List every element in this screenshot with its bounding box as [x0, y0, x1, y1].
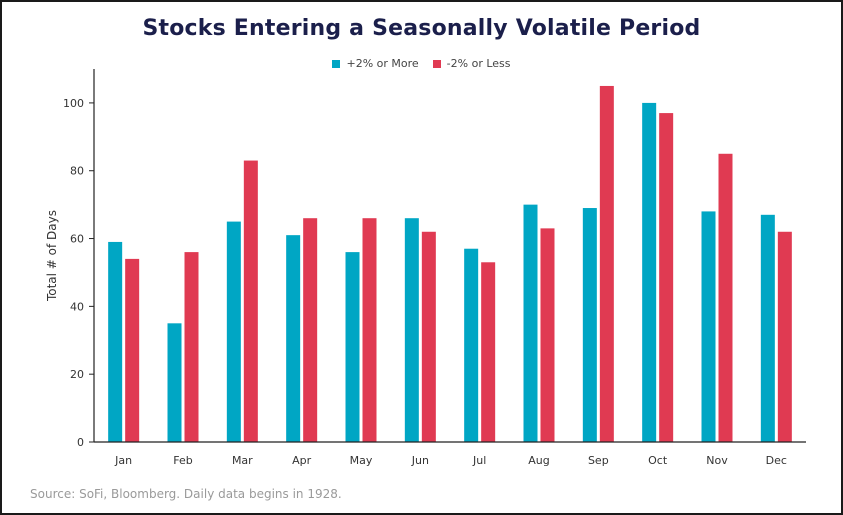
chart-legend: +2% or More -2% or Less: [0, 57, 843, 70]
bar-down-aug: [540, 228, 555, 442]
x-tick-label: Apr: [292, 454, 312, 467]
bar-up-apr: [286, 235, 301, 442]
bar-down-nov: [718, 153, 733, 443]
x-tick-label: Nov: [706, 454, 728, 467]
legend-item-down: -2% or Less: [432, 57, 511, 70]
x-tick-label: Jan: [114, 454, 132, 467]
source-note: Source: SoFi, Bloomberg. Daily data begi…: [30, 487, 342, 501]
bar-down-jan: [125, 258, 140, 442]
x-tick-label: Oct: [648, 454, 668, 467]
x-tick-label: Dec: [766, 454, 787, 467]
legend-swatch-up: [332, 59, 341, 68]
x-tick-label: Mar: [232, 454, 253, 467]
legend-item-up: +2% or More: [332, 57, 419, 70]
bar-up-oct: [642, 102, 657, 442]
legend-label-down: -2% or Less: [446, 57, 511, 70]
x-tick-label: Jul: [472, 454, 486, 467]
y-tick-label: 0: [77, 436, 84, 449]
bar-up-dec: [760, 214, 775, 442]
bar-down-dec: [777, 231, 792, 442]
bar-up-nov: [701, 211, 716, 442]
bar-up-jul: [464, 248, 479, 442]
y-axis-label: Total # of Days: [45, 210, 59, 302]
y-tick-label: 20: [70, 368, 84, 381]
bar-down-oct: [659, 113, 674, 442]
bar-down-jul: [481, 262, 496, 442]
x-tick-label: Aug: [528, 454, 549, 467]
y-tick-label: 100: [63, 97, 84, 110]
y-tick-label: 60: [70, 233, 84, 246]
bar-up-feb: [167, 323, 182, 442]
x-tick-label: Jun: [411, 454, 429, 467]
x-tick-label: Feb: [173, 454, 192, 467]
bar-down-jun: [421, 231, 436, 442]
bar-up-jun: [404, 218, 419, 442]
bar-down-mar: [243, 160, 258, 442]
bar-up-jan: [108, 241, 123, 442]
chart-title: Stocks Entering a Seasonally Volatile Pe…: [142, 16, 701, 41]
y-tick-label: 80: [70, 165, 84, 178]
bar-down-may: [362, 218, 377, 442]
legend-label-up: +2% or More: [346, 57, 419, 70]
x-tick-label: May: [350, 454, 373, 467]
bar-down-sep: [599, 85, 614, 443]
y-tick-label: 40: [70, 300, 84, 313]
x-tick-label: Sep: [588, 454, 609, 467]
legend-swatch-down: [432, 59, 441, 68]
bar-up-sep: [582, 208, 597, 442]
bar-up-aug: [523, 204, 538, 442]
bar-up-may: [345, 252, 360, 442]
bar-up-mar: [226, 221, 241, 442]
bar-down-apr: [303, 218, 318, 442]
bar-down-feb: [184, 252, 199, 442]
